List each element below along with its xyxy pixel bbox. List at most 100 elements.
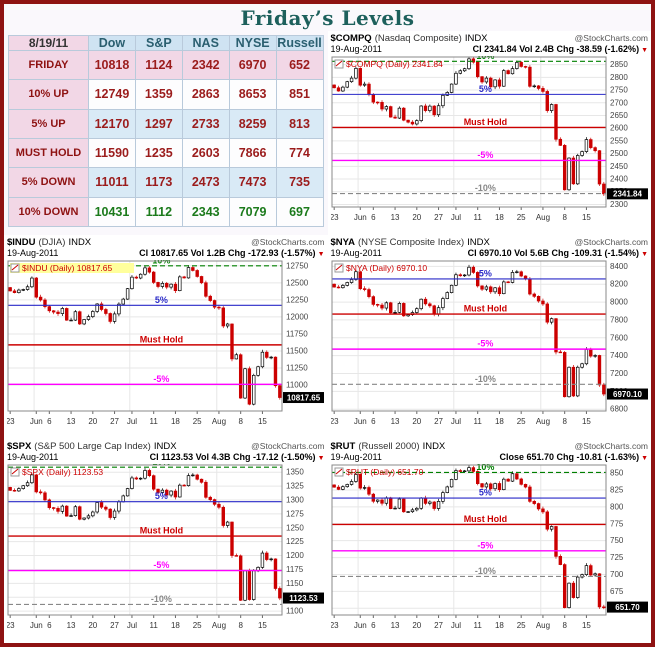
down-candle (199, 276, 204, 284)
up-candle (353, 474, 358, 482)
level-value: 7473 (228, 167, 277, 198)
up10-level-label: 10% (476, 56, 494, 61)
down-candle (358, 68, 362, 86)
up-candle (445, 292, 449, 299)
price-chart-nya[interactable]: 68007000720074007600780080008200840023Ju… (331, 260, 649, 432)
level-value: 813 (275, 108, 324, 139)
down-candle (475, 471, 479, 484)
up-candle (414, 507, 419, 511)
down-candle (432, 105, 436, 116)
up-candle (178, 276, 182, 292)
x-axis-label: 13 (390, 417, 399, 426)
stockcharts-credit-link[interactable]: @StockCharts.com (574, 237, 648, 247)
x-axis-label: 23 (7, 417, 15, 426)
chart-symbol: $COMPQ (330, 33, 372, 44)
chart-symbol: $SPX (7, 441, 32, 452)
level-value: 652 (275, 49, 324, 81)
stockcharts-credit-link[interactable]: @StockCharts.com (251, 441, 325, 451)
x-axis-label: 20 (88, 621, 97, 630)
up-candle (125, 288, 130, 300)
y-axis-label: 1225 (286, 537, 304, 546)
last-price-tag (283, 392, 324, 404)
y-axis-label: 1275 (286, 509, 304, 518)
down-candle (47, 499, 52, 509)
down-candle (204, 282, 208, 297)
chart-date: 19-Aug-2011 (7, 452, 59, 462)
down-candle (379, 499, 384, 504)
down-candle (152, 475, 156, 490)
y-axis-label: 700 (610, 570, 624, 579)
price-chart-indu[interactable]: 11000 11250 11500 11750 12000 12250 12500 12750… (7, 260, 325, 432)
stockcharts-credit-link[interactable]: @StockCharts.com (251, 237, 325, 247)
down-candle (597, 355, 601, 386)
down-candle (12, 489, 17, 492)
y-axis-label: 2600 (610, 124, 628, 133)
down-candle (388, 302, 392, 314)
level-value: 735 (275, 167, 324, 198)
up-candle (579, 363, 584, 368)
level-value: 2473 (181, 167, 230, 198)
up-candle (453, 470, 458, 480)
down-candle (51, 507, 56, 509)
stockcharts-credit-link[interactable]: @StockCharts.com (574, 33, 648, 43)
down-candle (475, 61, 479, 78)
x-axis-label: 25 (193, 417, 202, 426)
down-candle (479, 285, 484, 290)
y-axis-label: 675 (610, 587, 624, 596)
chart-header: $INDU (DJIA) INDX @StockCharts.com (7, 237, 325, 248)
down-candle (108, 313, 112, 322)
up-candle (375, 499, 379, 502)
down-candle (497, 483, 501, 491)
level-value: 10431 (88, 196, 136, 228)
y-axis-label: 2700 (610, 98, 628, 107)
down-candle (562, 564, 566, 608)
up-candle (121, 298, 125, 305)
up-candle (514, 271, 519, 273)
up-candle (345, 484, 349, 488)
down-candle (545, 91, 549, 111)
chart-exchange: INDX (68, 237, 92, 248)
down-candle (371, 94, 375, 103)
up-candle (458, 70, 462, 74)
plot-background (331, 261, 606, 411)
up-candle (349, 481, 353, 485)
down-candle (152, 271, 156, 283)
down-candle (208, 496, 212, 500)
down-candle (601, 384, 606, 395)
down-candle (375, 101, 379, 104)
levels-table-body: FRIDAY 10818 1124 2342 6970 652 10% UP 12749 135… (8, 49, 324, 228)
up-candle (112, 313, 117, 322)
up-candle (186, 267, 191, 279)
up-candle (260, 351, 265, 368)
dn10-level-label: -10% (151, 594, 172, 604)
chart-name: (DJIA) (38, 237, 66, 248)
down-candle (505, 70, 510, 75)
down-candle (532, 293, 536, 297)
up-candle (397, 107, 401, 119)
up-candle (449, 83, 453, 93)
x-axis-label: Jun (353, 417, 366, 426)
price-chart-spx[interactable]: 1100112511501175120012251250127513001325… (7, 464, 325, 636)
down-candle (156, 488, 160, 493)
up10-level-label: 10% (152, 260, 170, 265)
up-candle (549, 104, 553, 111)
up-candle (169, 490, 173, 496)
up-candle (234, 354, 239, 360)
up-candle (17, 289, 21, 293)
x-axis-label: 8 (562, 213, 567, 222)
table-index-header: NAS (181, 35, 230, 51)
up-candle (91, 311, 95, 317)
y-axis-label: 8200 (610, 280, 628, 289)
price-chart-compq[interactable]: 2300235024002450250025502600265027002750… (331, 56, 649, 228)
y-axis-label: 12750 (286, 261, 309, 270)
up-candle (160, 283, 165, 287)
down-candle (571, 366, 575, 397)
stockcharts-credit-link[interactable]: @StockCharts.com (574, 441, 648, 451)
down-candle (458, 274, 462, 277)
up-candle (243, 368, 247, 399)
price-chart-rut[interactable]: 65067570072575077580082585023Jun6132027J… (331, 464, 649, 636)
down-candle (518, 62, 523, 67)
level-value: 8653 (228, 79, 277, 110)
table-row: MUST HOLD 11590 1235 2603 7866 774 (8, 137, 324, 169)
chart-quote-row: 19-Aug-2011 Close 651.70 Chg -10.81 (-1.… (331, 452, 649, 464)
